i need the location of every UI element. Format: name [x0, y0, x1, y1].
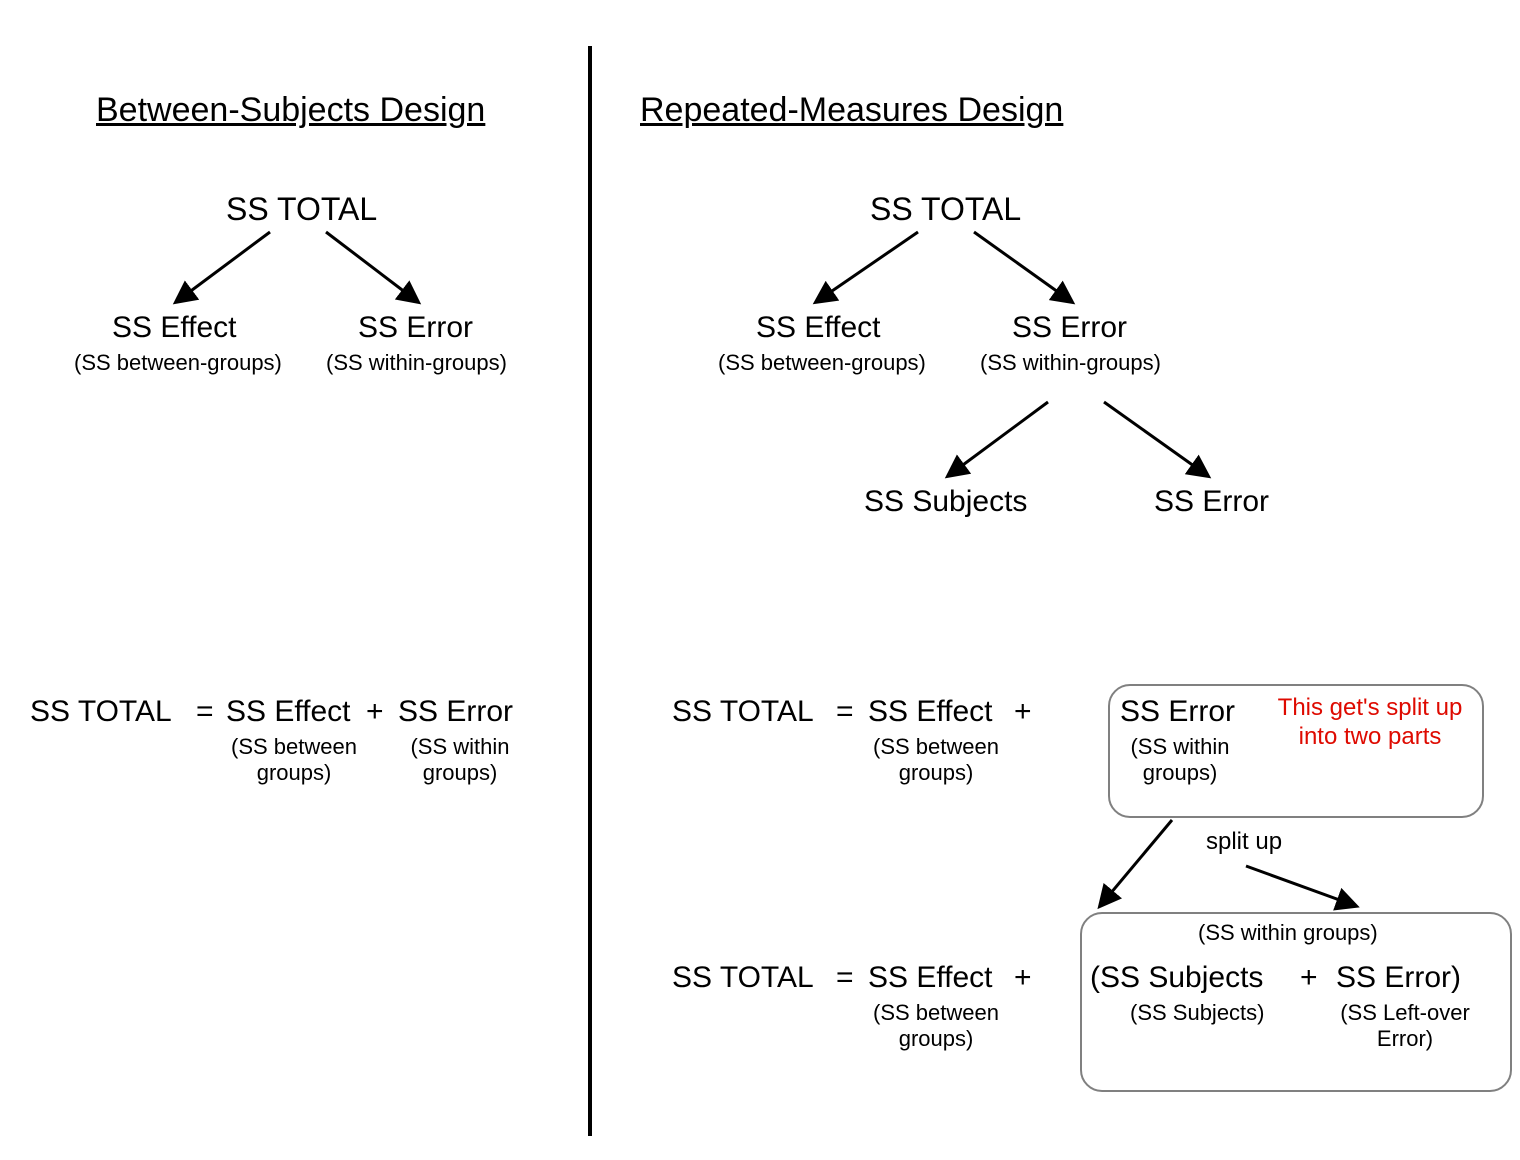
r-eq1-error-sub: (SS within groups): [1120, 734, 1240, 787]
r-eq2-plus: +: [1014, 960, 1032, 996]
left-heading: Between-Subjects Design: [96, 90, 485, 131]
left-tree-root: SS TOTAL: [226, 190, 377, 228]
r-eq2-plus2: +: [1300, 960, 1318, 996]
right-tree-effect-sub: (SS between-groups): [718, 350, 926, 376]
r-eq1-effect-sub: (SS between groups): [868, 734, 1004, 787]
left-eq-effect-sub: (SS between groups): [226, 734, 362, 787]
r-eq2-error-sub: (SS Left-over Error): [1330, 1000, 1480, 1053]
left-eq-error: SS Error: [398, 694, 513, 730]
right-heading: Repeated-Measures Design: [640, 90, 1063, 131]
r-eq2-effect: SS Effect: [868, 960, 993, 996]
left-tree-effect-sub: (SS between-groups): [74, 350, 282, 376]
left-tree-error-sub: (SS within-groups): [326, 350, 507, 376]
r-eq2-group-sub: (SS within groups): [1198, 920, 1378, 946]
right-tree-error: SS Error: [1012, 310, 1127, 346]
r-eq1-plus: +: [1014, 694, 1032, 730]
r-eq2-subjects: (SS Subjects: [1090, 960, 1263, 996]
r-eq2-effect-sub: (SS between groups): [868, 1000, 1004, 1053]
left-eq-plus: +: [366, 694, 384, 730]
r-eq2-error: SS Error): [1336, 960, 1461, 996]
r-eq1-eq: =: [836, 694, 854, 730]
left-tree-effect: SS Effect: [112, 310, 237, 346]
left-eq-error-sub: (SS within groups): [400, 734, 520, 787]
right-tree-error-sub: (SS within-groups): [980, 350, 1161, 376]
right-tree-root: SS TOTAL: [870, 190, 1021, 228]
r-eq2-subjects-sub: (SS Subjects): [1130, 1000, 1265, 1026]
vertical-divider: [588, 46, 592, 1136]
right-tree-effect: SS Effect: [756, 310, 881, 346]
left-tree-error: SS Error: [358, 310, 473, 346]
left-eq-effect: SS Effect: [226, 694, 351, 730]
left-eq-eq: =: [196, 694, 214, 730]
r-eq1-effect: SS Effect: [868, 694, 993, 730]
left-eq-lhs: SS TOTAL: [30, 694, 172, 730]
r-eq2-eq: =: [836, 960, 854, 996]
r-eq1-lhs: SS TOTAL: [672, 694, 814, 730]
callout-text: This get's split up into two parts: [1270, 694, 1470, 752]
r-eq2-lhs: SS TOTAL: [672, 960, 814, 996]
split-up-label: split up: [1206, 828, 1282, 857]
right-tree-subjects: SS Subjects: [864, 484, 1027, 520]
r-eq1-error: SS Error: [1120, 694, 1235, 730]
right-tree-error2: SS Error: [1154, 484, 1269, 520]
